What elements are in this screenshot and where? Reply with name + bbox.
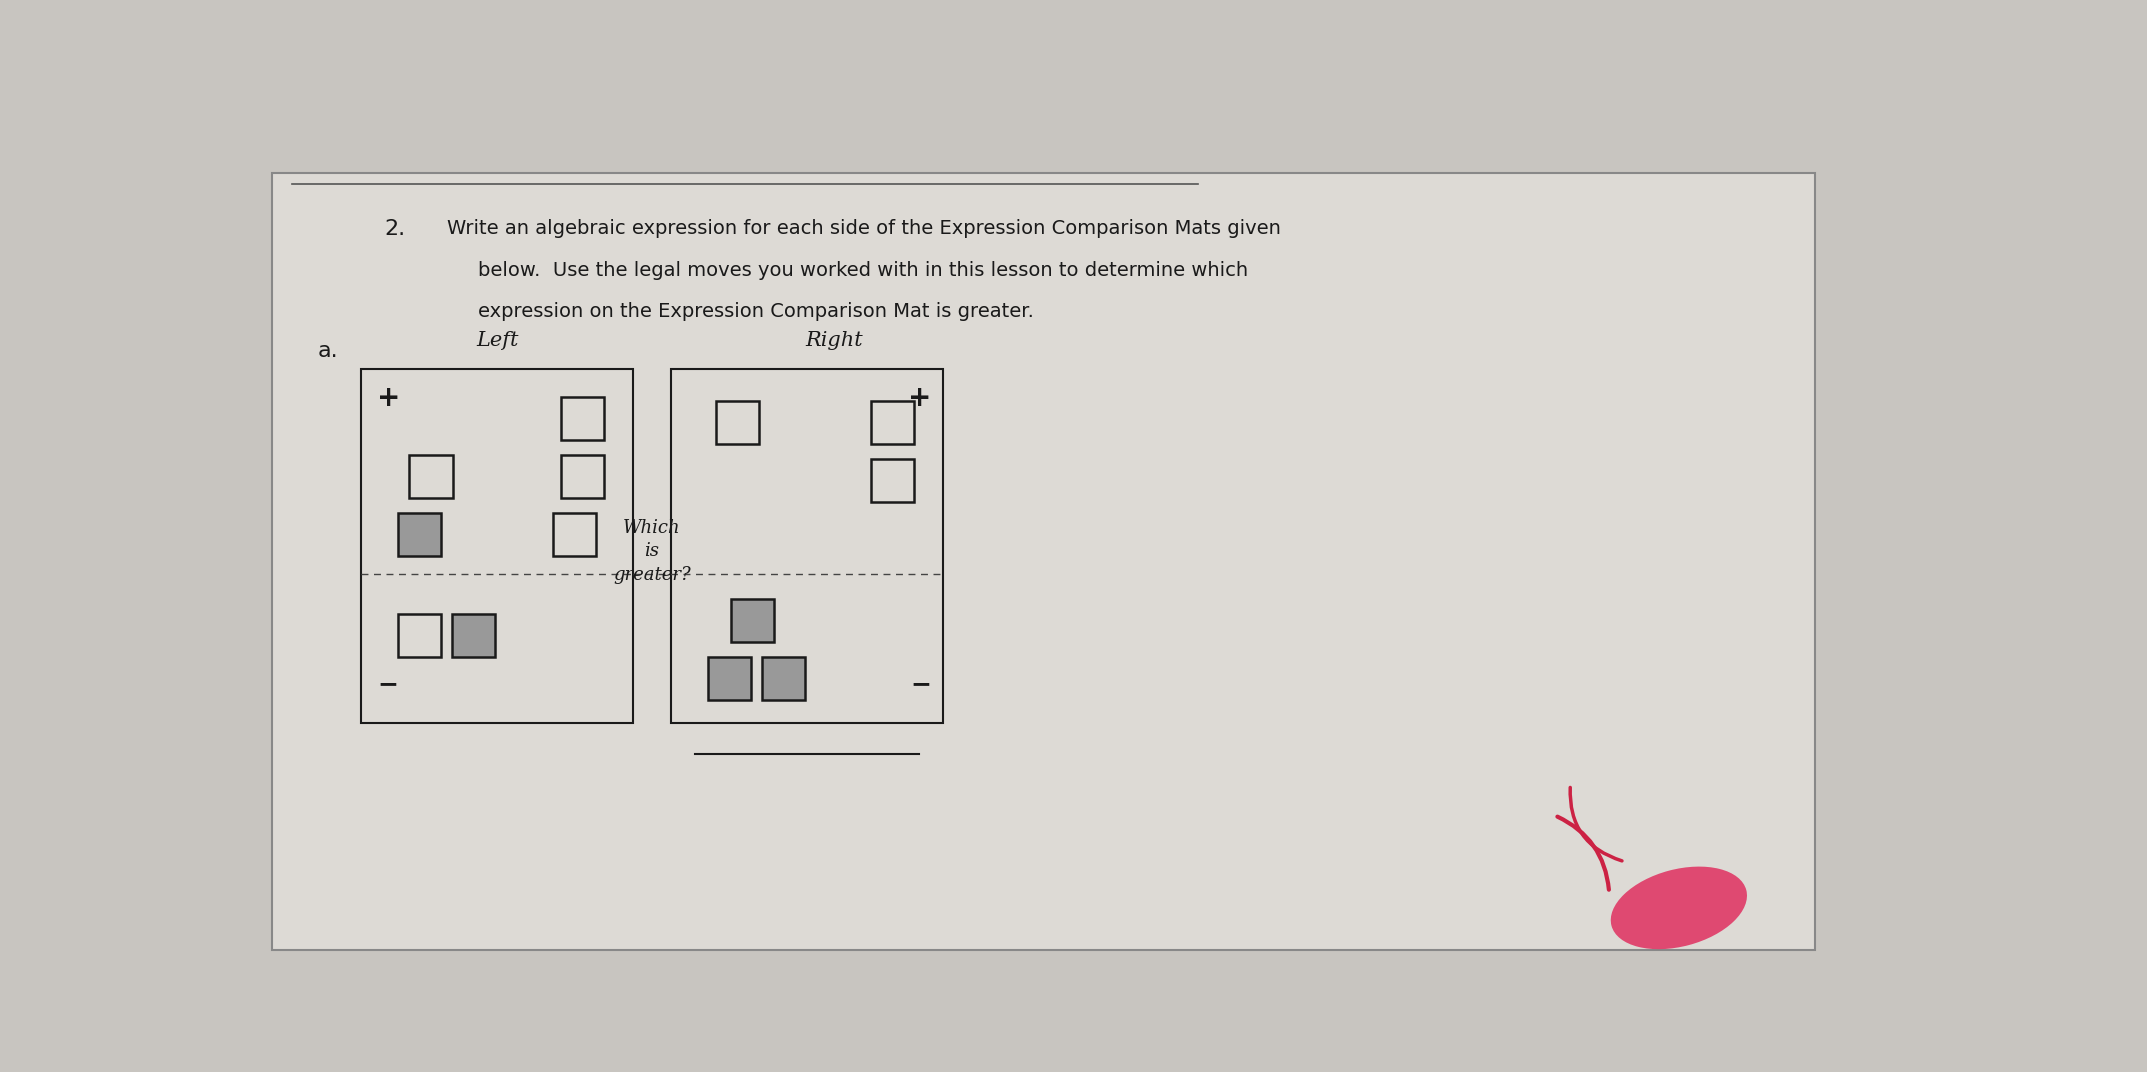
Bar: [560, 398, 603, 441]
Ellipse shape: [1610, 866, 1748, 949]
Text: +: +: [378, 384, 399, 413]
Bar: [762, 657, 805, 700]
Text: below.  Use the legal moves you worked with in this lesson to determine which: below. Use the legal moves you worked wi…: [477, 262, 1247, 280]
Text: 2.: 2.: [384, 219, 406, 239]
Bar: [453, 614, 496, 657]
Text: −: −: [910, 672, 932, 696]
Bar: [397, 614, 440, 657]
Bar: [870, 459, 915, 502]
Text: Write an algebraic expression for each side of the Expression Comparison Mats gi: Write an algebraic expression for each s…: [447, 219, 1280, 238]
Bar: [672, 369, 943, 724]
Text: +: +: [908, 384, 932, 413]
Bar: [397, 512, 440, 556]
Bar: [715, 401, 758, 444]
Bar: [709, 657, 751, 700]
Bar: [361, 369, 633, 724]
Text: −: −: [378, 672, 397, 696]
Bar: [552, 512, 597, 556]
Text: Left: Left: [477, 330, 517, 349]
Text: Which
is
greater?: Which is greater?: [614, 519, 691, 584]
Bar: [730, 599, 775, 642]
Bar: [410, 456, 453, 498]
Text: a.: a.: [318, 341, 337, 361]
Bar: [870, 401, 915, 444]
Text: Right: Right: [805, 330, 863, 349]
Bar: [560, 456, 603, 498]
Text: expression on the Expression Comparison Mat is greater.: expression on the Expression Comparison …: [477, 302, 1033, 321]
